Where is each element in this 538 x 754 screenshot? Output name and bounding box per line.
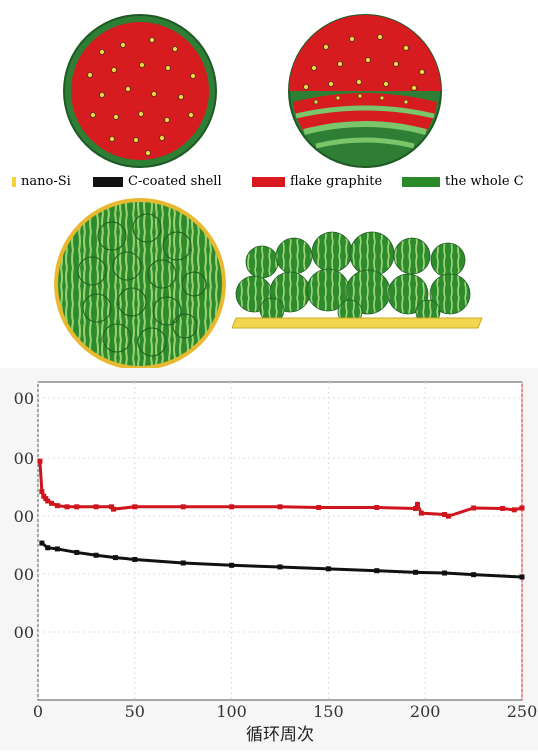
sphere-half-cut-diagram [288, 14, 442, 168]
y-tick-label: 00 [14, 623, 34, 642]
y-tick-label: 00 [14, 565, 34, 584]
data-point [39, 489, 45, 495]
legend-item-flake-graphite: flake graphite [252, 174, 382, 189]
data-point [132, 504, 138, 510]
data-point [316, 505, 322, 511]
data-point [111, 506, 117, 512]
data-point [413, 569, 419, 575]
series-line-1 [40, 541, 523, 579]
y-tick-label: 00 [14, 389, 34, 408]
data-point [132, 556, 138, 562]
data-point [45, 545, 51, 551]
plot-area [37, 381, 523, 701]
series-layer [37, 458, 525, 580]
legend-item-nano-si: nano-Si [12, 174, 71, 189]
cycling-chart: 00 00 00 00 00 0 50 100 150 200 250 循环周次 [14, 381, 537, 745]
data-point [413, 505, 419, 511]
x-tick-label: 250 [507, 702, 538, 721]
data-point [64, 504, 70, 510]
data-point [442, 570, 448, 576]
data-point [442, 512, 448, 518]
x-tick-label: 150 [313, 702, 344, 721]
sphere-cross-section-diagram [63, 14, 217, 168]
data-point [180, 560, 186, 566]
legend-swatch [252, 176, 285, 187]
data-point [180, 504, 186, 510]
data-point [112, 555, 118, 561]
legend-label: the whole C [445, 174, 524, 189]
data-point [374, 568, 380, 574]
x-tick-label: 100 [216, 702, 247, 721]
x-tick-labels: 0 50 100 150 200 250 [33, 702, 537, 721]
data-point [37, 458, 43, 464]
data-point [519, 574, 525, 580]
grid [37, 382, 523, 700]
legend-item-the-whole-c: the whole C [402, 174, 524, 189]
x-tick-label: 50 [125, 702, 145, 721]
legend-swatch [12, 176, 16, 187]
legend-swatch [402, 176, 440, 187]
legend-label: nano-Si [21, 174, 71, 189]
data-point [45, 498, 51, 504]
y-tick-label: 00 [14, 507, 34, 526]
y-tick-label: 00 [14, 449, 34, 468]
data-point [500, 505, 506, 511]
data-point [471, 572, 477, 578]
legend-label: flake graphite [290, 174, 383, 189]
data-point [39, 540, 45, 546]
legend: nano-Si C-coated shell flake graphite th… [0, 172, 538, 194]
data-point [445, 513, 451, 519]
data-point [418, 510, 424, 516]
data-point [277, 564, 283, 570]
data-point [277, 504, 283, 510]
data-point [414, 501, 420, 507]
data-point [74, 549, 80, 555]
data-point [54, 503, 60, 509]
data-point [93, 552, 99, 558]
data-point [374, 505, 380, 511]
data-point [229, 504, 235, 510]
data-point [511, 507, 517, 513]
data-point [519, 505, 525, 511]
legend-item-c-coated-shell: C-coated shell [93, 174, 222, 189]
legend-label: C-coated shell [128, 174, 222, 189]
data-point [471, 505, 477, 511]
packed-spheres-side-view [232, 231, 483, 329]
data-point [325, 566, 331, 572]
y-tick-labels: 00 00 00 00 00 [14, 389, 34, 642]
data-point [49, 500, 55, 506]
data-point [54, 546, 60, 552]
data-point [93, 504, 99, 510]
data-point [74, 504, 80, 510]
x-tick-label: 0 [33, 702, 43, 721]
chart-panel: 00 00 00 00 00 0 50 100 150 200 250 循环周次 [0, 368, 538, 750]
packed-spheres-top-view [54, 198, 226, 370]
legend-swatch [93, 176, 123, 187]
x-tick-label: 200 [410, 702, 441, 721]
data-point [229, 562, 235, 568]
x-axis-label: 循环周次 [246, 725, 314, 745]
